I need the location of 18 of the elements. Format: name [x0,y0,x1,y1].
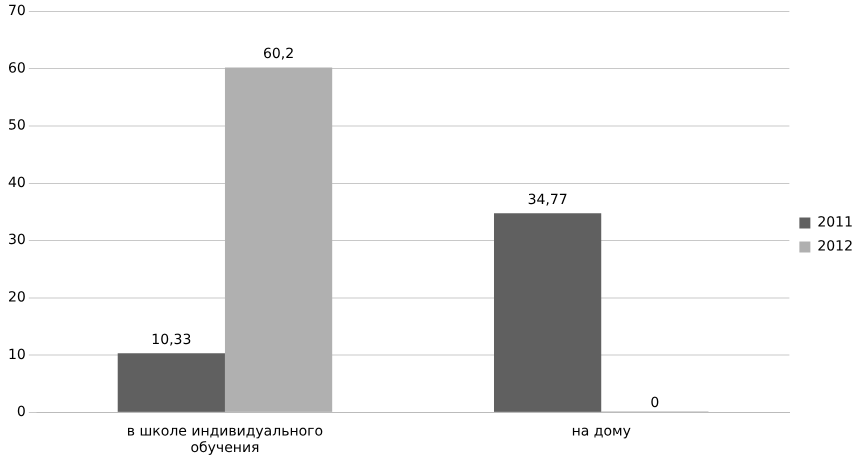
data-label: 0 [650,395,660,412]
y-tick-label: 70 [8,3,26,20]
data-label: 60,2 [262,46,294,62]
y-tick-label: 30 [8,232,26,248]
legend-label: 2011 [817,214,854,231]
x-tick-label: в школе индивидуального обучения [126,423,324,456]
y-tick-label: 60 [8,60,26,76]
y-tick-label: 0 [16,404,26,420]
bar [118,353,225,412]
y-tick-label: 20 [8,289,26,306]
bar [494,213,602,412]
legend-label: 2012 [817,238,854,255]
y-tick-label: 40 [8,174,26,191]
data-label: 34,77 [528,192,568,208]
y-tick-label: 10 [8,346,26,363]
x-tick-label: на дому [572,423,631,440]
y-tick-label: 50 [8,118,26,134]
data-label: 10,33 [151,332,192,348]
